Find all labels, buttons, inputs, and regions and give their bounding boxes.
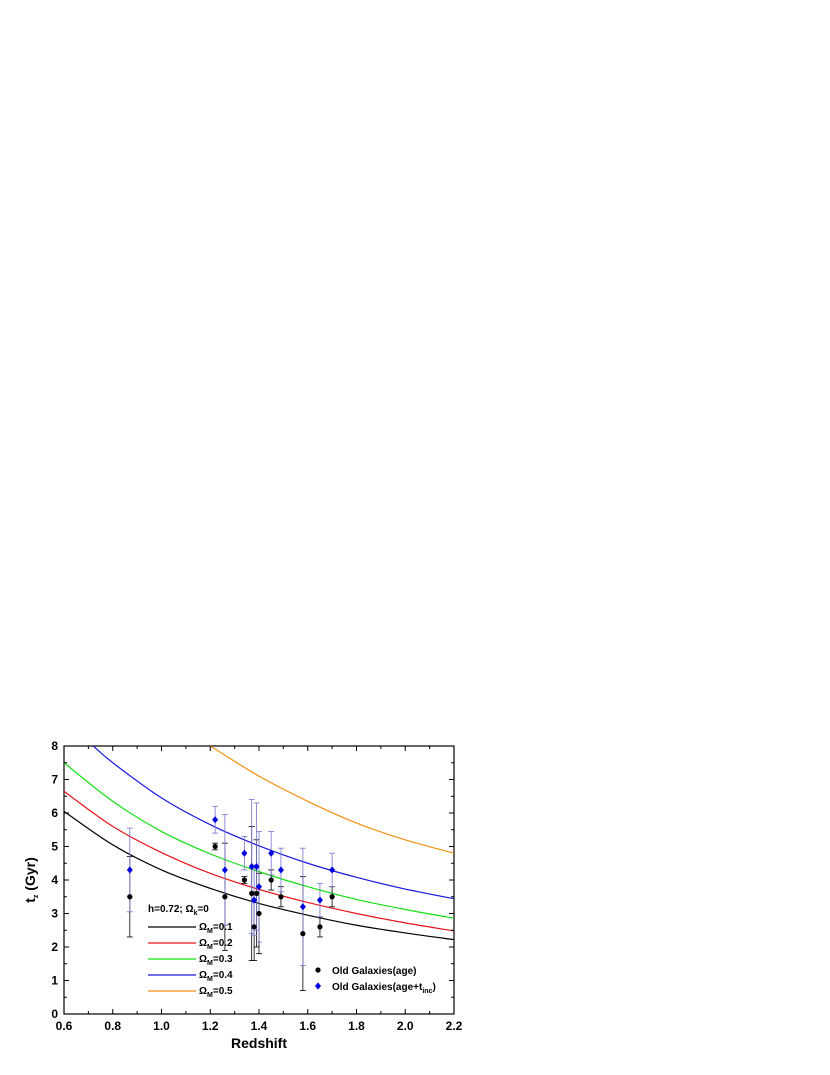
series-legend: Old Galaxies(age) Old Galaxies(age+tinc) [315, 966, 436, 995]
y-axis-title: tz (Gyr) [22, 857, 40, 903]
data-point-age-tinc [277, 866, 284, 874]
data-points [126, 816, 336, 937]
x-tick-label: 0.6 [56, 1019, 73, 1033]
legend-curve-label: ΩM=0.3 [199, 954, 233, 967]
data-point-age-tinc [221, 866, 228, 874]
data-point-age [251, 924, 257, 930]
data-point-age-tinc [256, 883, 262, 891]
data-point-age-tinc [329, 866, 336, 874]
y-tick-label: 3 [51, 907, 58, 921]
data-point-age [317, 924, 323, 930]
y-tick-label: 7 [51, 773, 58, 787]
data-point-age-tinc [126, 866, 133, 874]
data-point-age-tinc [253, 863, 260, 871]
data-point-age-tinc [212, 816, 219, 824]
data-point-age-tinc [248, 863, 255, 871]
data-point-age [212, 843, 218, 850]
curve-legend: h=0.72; Ωk=0 ΩM=0.1 ΩM=0.2 ΩM=0.3 ΩM=0.4 ΩM=… [148, 904, 233, 999]
legend-curve-label: ΩM=0.4 [199, 970, 233, 983]
y-tick-label: 0 [51, 1007, 58, 1021]
data-point-age [222, 894, 228, 900]
data-point-age [268, 877, 274, 883]
x-tick-label: 1.6 [299, 1019, 316, 1033]
data-point-age-tinc [268, 849, 275, 857]
x-axis-title: Redshift [231, 1035, 287, 1051]
x-tick-label: 2.2 [446, 1019, 463, 1033]
legend-marker-age [315, 967, 321, 973]
y-tick-label: 2 [51, 940, 58, 954]
legend-curve-label: ΩM=0.2 [199, 938, 233, 951]
x-tick-label: 1.2 [202, 1019, 219, 1033]
data-point-age [127, 894, 133, 900]
legend-marker-age-tinc [315, 982, 321, 990]
y-tick-label: 5 [51, 840, 58, 854]
legend-curve-label: ΩM=0.1 [199, 922, 233, 935]
data-point-age [253, 890, 260, 897]
data-point-age-tinc [251, 896, 258, 904]
legend-series-label: Old Galaxies(age) [332, 966, 416, 977]
data-point-age [249, 890, 255, 897]
data-point-age-tinc [316, 896, 323, 904]
data-point-age [329, 894, 335, 900]
data-point-age [241, 877, 247, 883]
y-tick-label: 1 [51, 974, 58, 988]
model-parameters-label: h=0.72; Ωk=0 [148, 904, 209, 917]
data-point-age [278, 894, 284, 900]
axis-ticks: 0.6 0.8 1.0 1.2 1.4 1.6 1.8 2.0 2.2 0 1 2 3 4 5 6 7 8 [51, 739, 462, 1033]
x-tick-label: 1.8 [348, 1019, 365, 1033]
data-point-age-tinc [241, 849, 248, 857]
x-tick-label: 0.8 [104, 1019, 121, 1033]
legend-curve-label: ΩM=0.5 [199, 986, 233, 999]
x-tick-label: 1.4 [251, 1019, 268, 1033]
y-tick-label: 8 [51, 739, 58, 753]
y-tick-label: 4 [51, 873, 58, 887]
model-curve [209, 745, 455, 854]
x-tick-label: 1.0 [153, 1019, 170, 1033]
x-tick-label: 2.0 [397, 1019, 414, 1033]
y-tick-label: 6 [51, 806, 58, 820]
data-point-age [256, 910, 262, 917]
legend-series-label: Old Galaxies(age+tinc) [332, 982, 436, 995]
data-point-age [300, 931, 306, 937]
data-point-age-tinc [299, 903, 306, 911]
